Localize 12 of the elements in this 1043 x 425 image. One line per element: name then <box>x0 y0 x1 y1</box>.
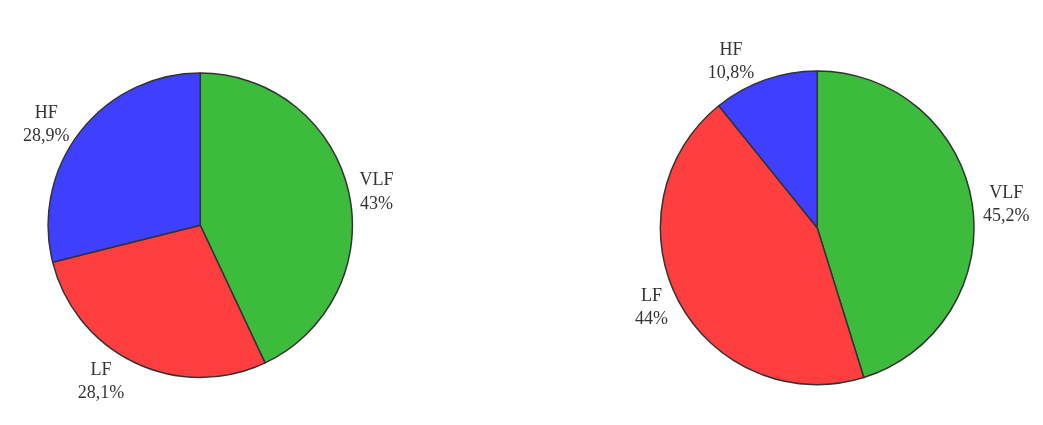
slice-label: LF <box>90 358 112 379</box>
data-label: 45,2% <box>983 205 1030 226</box>
slice-label: HF <box>719 38 743 59</box>
data-label: 28,9% <box>22 125 70 146</box>
slice-label: VLF <box>359 169 394 190</box>
data-label: 43% <box>360 192 394 213</box>
data-label: 10,8% <box>707 62 755 83</box>
data-label: 44% <box>634 308 668 329</box>
data-label: 28,1% <box>77 382 125 403</box>
slice-label: HF <box>34 101 58 122</box>
slice-label: VLF <box>989 182 1024 203</box>
slice-label: LF <box>640 284 662 305</box>
